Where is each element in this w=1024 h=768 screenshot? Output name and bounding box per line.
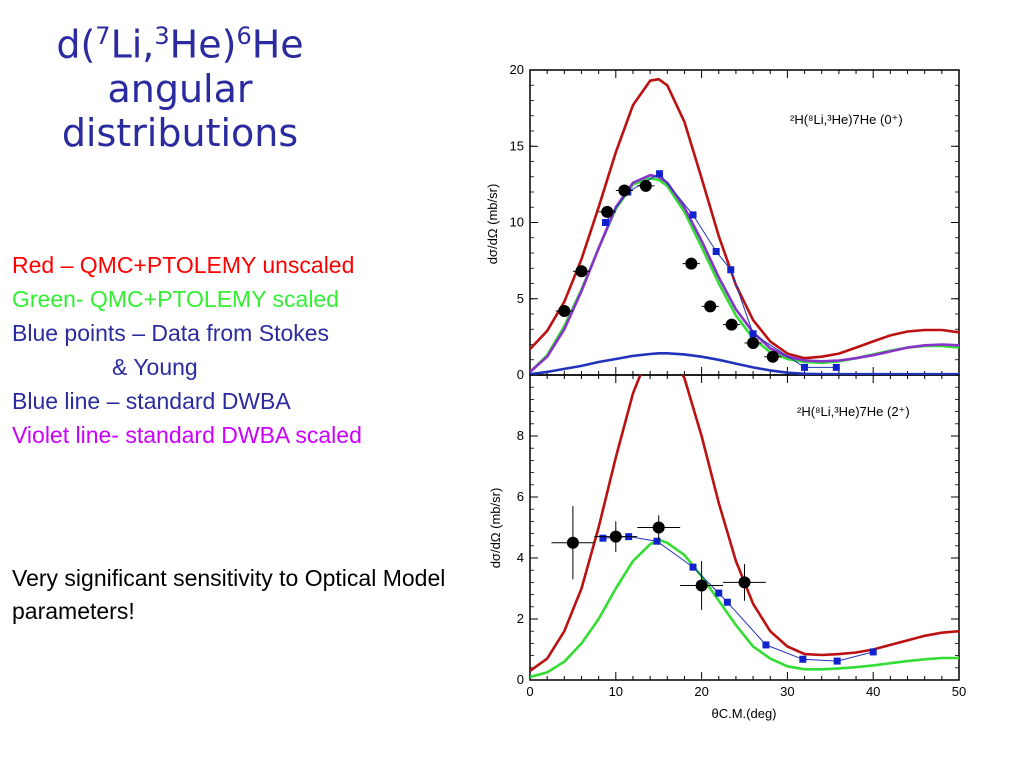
data-square	[749, 330, 757, 338]
y-tick-label: 20	[510, 62, 524, 77]
legend-green: Green- QMC+PTOLEMY scaled	[12, 286, 340, 312]
y-tick-label: 8	[517, 428, 524, 443]
data-square	[602, 219, 610, 226]
legend-red: Red – QMC+PTOLEMY unscaled	[12, 252, 355, 278]
data-point	[695, 579, 708, 592]
data-square	[689, 211, 697, 219]
top-annotation: ²H(⁸Li,³He)7He (0⁺)	[790, 112, 903, 127]
y-tick-label: 4	[517, 550, 524, 565]
legend-violet: Violet line- standard DWBA scaled	[12, 422, 362, 448]
y-tick-label: 6	[517, 489, 524, 504]
title-line-3: distributions	[61, 110, 299, 155]
data-square	[723, 598, 731, 606]
x-tick-label: 50	[952, 684, 966, 699]
data-point	[725, 318, 738, 331]
bottom-annotation: ²H(⁸Li,³He)7He (2⁺)	[797, 404, 910, 419]
data-point	[575, 265, 588, 278]
data-point	[738, 576, 751, 589]
data-square-line	[602, 536, 874, 662]
data-point	[558, 304, 571, 317]
title-line-1: d(7Li,3He)6He	[56, 22, 304, 67]
data-point	[609, 530, 622, 543]
bottom-plot-frame	[529, 374, 960, 681]
x-tick-label: 10	[609, 684, 623, 699]
data-square	[689, 563, 697, 571]
legend: Red – QMC+PTOLEMY unscaled Green- QMC+PT…	[12, 248, 362, 452]
legend-blue-line: Blue line – standard DWBA	[12, 388, 291, 414]
y-tick-label: 10	[510, 215, 524, 230]
y-tick-label: 0	[517, 367, 524, 382]
data-point	[601, 205, 614, 218]
x-tick-label: 30	[780, 684, 794, 699]
data-square	[832, 363, 840, 371]
sensitivity-note: Very significant sensitivity to Optical …	[12, 565, 446, 624]
data-square-line	[605, 173, 837, 368]
data-square	[833, 657, 841, 665]
data-square	[712, 247, 720, 255]
data-point	[747, 336, 760, 349]
x-axis-label: θC.M.(deg)	[711, 706, 776, 721]
data-point	[566, 536, 579, 549]
data-point	[618, 184, 631, 197]
data-point	[639, 179, 652, 192]
series-line-0	[530, 375, 959, 672]
data-square	[656, 170, 664, 178]
data-square	[799, 655, 807, 663]
data-square	[869, 648, 877, 656]
legend-blue-points: Blue points – Data from Stokes	[12, 320, 330, 346]
bottom-ylabel: dσ/dΩ (mb/sr)	[488, 488, 503, 569]
y-tick-label: 15	[510, 138, 524, 153]
legend-blue-points-cont: & Young	[112, 354, 198, 380]
data-point	[704, 300, 717, 313]
title-line-2: angular	[107, 66, 253, 111]
data-square	[599, 534, 607, 542]
data-point	[685, 257, 698, 270]
y-tick-label: 2	[517, 611, 524, 626]
data-square	[727, 266, 735, 274]
series-line-3	[530, 173, 959, 373]
y-tick-label: 0	[517, 672, 524, 687]
y-tick-label: 5	[517, 291, 524, 306]
slide-title: d(7Li,3He)6He angular distributions	[10, 14, 350, 155]
series-line-1	[530, 538, 959, 679]
data-square	[801, 363, 809, 371]
x-tick-label: 0	[526, 684, 533, 699]
top-ylabel: dσ/dΩ (mb/sr)	[485, 184, 500, 265]
x-tick-label: 20	[694, 684, 708, 699]
data-square	[653, 537, 661, 545]
series-line-2	[530, 351, 959, 375]
data-point	[652, 521, 665, 534]
data-square	[762, 641, 770, 649]
data-point	[766, 350, 779, 363]
data-square	[715, 589, 723, 597]
x-tick-label: 40	[866, 684, 880, 699]
